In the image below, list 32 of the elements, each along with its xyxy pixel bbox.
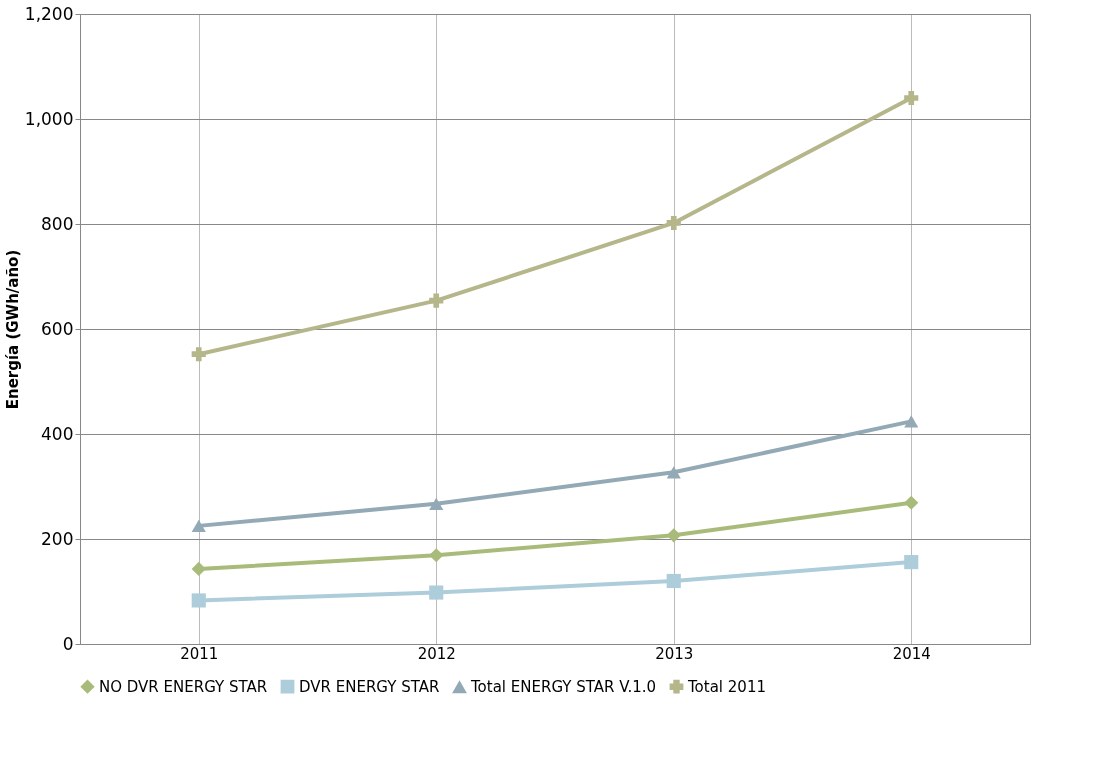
point <box>429 497 444 510</box>
y-axis-title: Energía (GWh/año) <box>3 249 22 410</box>
point <box>191 561 206 576</box>
legend-label: DVR ENERGY STAR <box>299 677 440 696</box>
point <box>429 548 444 563</box>
point <box>904 90 919 106</box>
y-tick-label: 1,200 <box>24 3 74 24</box>
y-tick-label: 800 <box>41 213 74 234</box>
legend-label: Total ENERGY STAR V.1.0 <box>470 678 657 697</box>
x-tick-label: 2012 <box>417 644 456 663</box>
point <box>429 293 444 308</box>
x-tick-label: 2014 <box>892 644 931 663</box>
point <box>191 347 206 362</box>
point <box>904 495 919 510</box>
legend-label: Total 2011 <box>687 677 766 696</box>
y-tick-label: 400 <box>41 423 74 444</box>
point <box>429 585 444 600</box>
y-tick-label: 0 <box>62 633 74 654</box>
point <box>666 215 681 231</box>
point <box>666 528 681 543</box>
point <box>904 555 919 570</box>
point <box>666 466 681 479</box>
y-tick-label: 200 <box>41 528 74 549</box>
point <box>191 593 206 608</box>
legend-label: NO DVR ENERGY STAR <box>99 677 268 696</box>
x-tick-label: 2011 <box>180 644 219 663</box>
point <box>191 519 206 532</box>
point <box>666 573 681 589</box>
x-tick-label: 2013 <box>655 644 694 663</box>
y-tick-label: 600 <box>41 318 74 339</box>
point <box>904 415 919 428</box>
y-tick-label: 1,000 <box>24 108 74 129</box>
